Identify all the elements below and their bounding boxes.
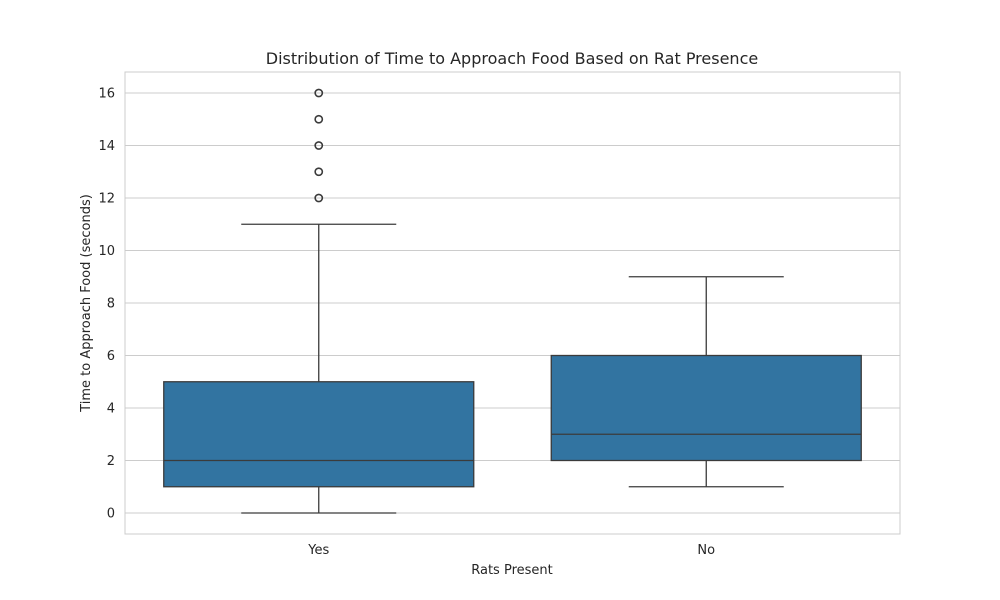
y-tick-label: 4 [107,402,115,417]
outlier-point [314,141,324,150]
y-tick-label: 6 [107,349,115,364]
y-tick-label: 8 [107,297,115,312]
outlier-point [314,193,324,203]
y-tick-label: 14 [98,139,115,154]
y-tick-label: 16 [98,87,115,102]
y-tick-label: 10 [98,244,115,259]
tick-labels: 0 2 4 6 8 10 12 14 16 Yes No [98,87,715,559]
y-axis-label: Time to Approach Food (seconds) [79,194,94,413]
box-group [550,276,862,488]
boxes [163,88,862,514]
plot-area-frame [124,71,901,535]
y-tick-label: 12 [98,192,115,207]
x-tick-label: Yes [307,543,329,558]
outlier-point [314,114,324,124]
outlier-point [314,167,324,177]
x-tick-label: No [697,543,715,558]
box-group [163,88,475,514]
iqr-box [163,381,475,488]
iqr-box [550,354,862,462]
chart-title: Distribution of Time to Approach Food Ba… [266,49,758,68]
y-tick-label: 2 [107,454,115,469]
y-tick-label: 0 [107,507,115,522]
outlier-point [314,88,324,98]
x-axis-label: Rats Present [471,563,553,578]
